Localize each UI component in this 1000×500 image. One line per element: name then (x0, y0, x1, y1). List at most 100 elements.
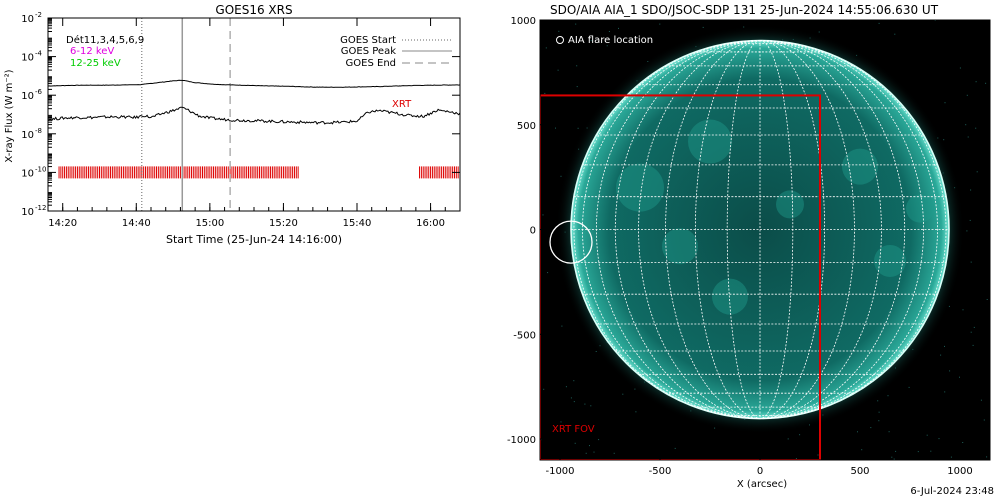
background-noise-speck (944, 345, 945, 347)
background-noise-speck (870, 427, 872, 429)
goes-energy-label-high: 12-25 keV (70, 58, 121, 69)
background-noise-speck (585, 452, 587, 454)
background-noise-speck (944, 391, 946, 393)
flare-location-legend-icon (556, 36, 564, 44)
active-region-glow (906, 194, 934, 223)
goes-y-tick-exponent: -10 (35, 165, 46, 173)
goes-y-tick-label: 10 (21, 53, 34, 64)
generation-timestamp: 6-Jul-2024 23:48 (910, 486, 994, 497)
aia-x-tick-label: 500 (850, 466, 869, 477)
background-noise-speck (573, 380, 575, 382)
goes-y-tick-label: 10 (21, 130, 34, 141)
background-noise-speck (618, 27, 619, 29)
background-noise-speck (635, 411, 637, 413)
goes-y-tick-exponent: -12 (35, 204, 46, 212)
background-noise-speck (962, 442, 964, 443)
goes-y-tick-exponent: -6 (35, 88, 43, 96)
goes-y-axis-label: X-ray Flux (W m⁻²) (4, 69, 15, 162)
longitude-grid-line (595, 40, 761, 419)
longitude-grid-line (638, 40, 761, 419)
aia-y-tick-label: 500 (517, 121, 536, 132)
background-noise-speck (917, 451, 919, 453)
goes-y-tick-exponent: -8 (35, 127, 42, 135)
longitude-grid-line (759, 40, 882, 419)
background-noise-speck (986, 299, 988, 300)
background-noise-speck (985, 82, 987, 84)
background-noise-speck (545, 47, 547, 49)
longitude-grid-line (726, 40, 761, 419)
background-noise-speck (590, 405, 592, 407)
background-noise-speck (702, 26, 704, 28)
longitude-grid-line (581, 40, 761, 419)
background-noise-speck (576, 86, 578, 88)
background-noise-speck (544, 92, 546, 94)
background-noise-speck (622, 393, 624, 395)
aia-x-tick-label: -1000 (545, 466, 574, 477)
goes-y-tick-exponent: -2 (35, 11, 42, 19)
background-noise-speck (589, 445, 590, 447)
legend-goes-end-label: GOES End (346, 58, 396, 69)
background-noise-speck (959, 67, 961, 69)
xrt-fov-box (540, 94, 821, 460)
background-noise-speck (590, 40, 592, 42)
background-noise-speck (593, 451, 595, 453)
goes-flux-series-2 (48, 106, 460, 125)
background-noise-speck (966, 94, 968, 96)
goes-y-tick-label: 10 (21, 207, 34, 218)
background-noise-speck (895, 450, 897, 452)
background-noise-speck (799, 434, 801, 436)
background-noise-speck (970, 331, 972, 333)
goes-x-tick-label: 14:40 (122, 218, 151, 229)
goes-x-tick-label: 16:00 (416, 218, 445, 229)
background-noise-speck (938, 438, 940, 440)
background-noise-speck (878, 22, 880, 24)
background-noise-speck (888, 431, 890, 433)
goes-x-tick-label: 15:20 (269, 218, 298, 229)
background-noise-speck (560, 175, 562, 177)
background-noise-speck (970, 261, 972, 263)
background-noise-speck (878, 420, 880, 422)
background-noise-speck (972, 344, 974, 346)
background-noise-speck (950, 456, 952, 458)
background-noise-speck (949, 370, 951, 372)
goes-x-tick-label: 15:00 (195, 218, 224, 229)
background-noise-speck (547, 272, 549, 274)
background-noise-speck (943, 139, 945, 141)
goes-x-axis-label: Start Time (25-Jun-24 14:16:00) (166, 233, 342, 246)
background-noise-speck (573, 401, 575, 403)
longitude-grid-line (759, 40, 855, 419)
background-noise-speck (598, 439, 600, 441)
background-noise-speck (557, 69, 559, 71)
background-noise-speck (555, 127, 556, 129)
xrt-fov-label: XRT FOV (552, 424, 595, 435)
aia-y-tick-label: 0 (530, 226, 536, 237)
active-region-glow (842, 148, 878, 185)
background-noise-speck (561, 325, 563, 327)
longitude-grid-line (759, 40, 947, 419)
background-noise-speck (861, 449, 863, 451)
active-region-glow (688, 119, 732, 164)
background-noise-speck (962, 309, 964, 311)
background-noise-speck (967, 136, 969, 138)
goes-energy-label-low: 6-12 keV (70, 46, 114, 57)
longitude-grid-line (614, 40, 761, 419)
background-noise-speck (893, 458, 895, 460)
aia-frame (539, 19, 991, 461)
goes-y-tick-label: 10 (21, 14, 34, 25)
goes-xrt-label: XRT (392, 99, 412, 110)
flare-location-legend: AIA flare location (556, 35, 653, 46)
background-noise-speck (574, 442, 576, 444)
background-noise-speck (560, 421, 562, 423)
background-noise-speck (565, 386, 567, 388)
background-noise-speck (975, 81, 977, 83)
background-noise-speck (613, 452, 615, 454)
background-noise-speck (894, 33, 896, 35)
background-noise-speck (570, 397, 572, 399)
background-noise-speck (857, 431, 858, 433)
background-noise-speck (926, 434, 928, 436)
background-noise-speck (674, 447, 676, 449)
background-noise-speck (980, 399, 982, 401)
background-noise-speck (543, 388, 545, 390)
